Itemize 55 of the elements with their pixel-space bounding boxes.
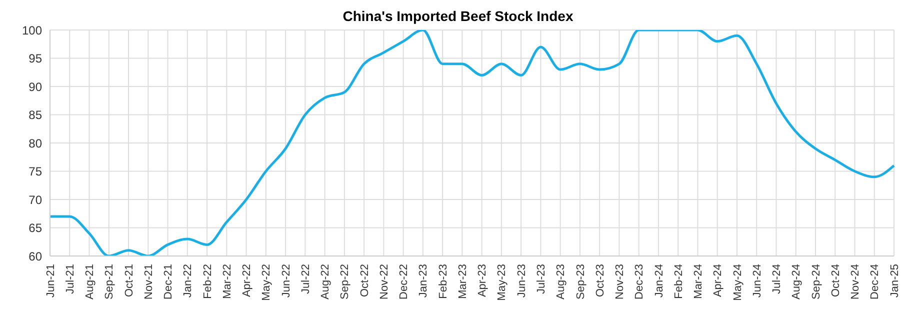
x-tick-label: Dec-24 xyxy=(869,264,882,300)
y-tick-label: 90 xyxy=(28,80,42,94)
x-tick-label: Jun-23 xyxy=(516,264,528,298)
x-tick-label: Jul-22 xyxy=(300,264,312,294)
x-tick-label: Jan-23 xyxy=(418,264,430,298)
y-tick-label: 60 xyxy=(28,249,42,264)
x-tick-label: Jan-24 xyxy=(653,264,666,298)
y-tick-label: 95 xyxy=(28,52,42,66)
x-tick-label: Sep-24 xyxy=(810,264,822,300)
x-tick-label: Jan-25 xyxy=(888,264,901,298)
x-tick-label: Feb-22 xyxy=(202,264,214,299)
y-tick-label: 75 xyxy=(28,164,42,179)
x-tick-label: Nov-21 xyxy=(142,264,155,300)
x-tick-label: Apr-23 xyxy=(476,264,489,298)
x-tick-label: Mar-22 xyxy=(221,264,234,299)
x-tick-label: Apr-22 xyxy=(241,264,254,298)
x-tick-label: Nov-22 xyxy=(378,264,390,300)
x-tick-label: Sep-21 xyxy=(104,264,116,300)
x-tick-label: Feb-24 xyxy=(672,264,685,299)
x-tick-label: Oct-22 xyxy=(358,264,371,298)
x-tick-label: Dec-23 xyxy=(634,264,646,300)
x-tick-label: Mar-24 xyxy=(692,264,705,299)
x-tick-label: Jul-24 xyxy=(771,264,784,294)
line-series xyxy=(48,30,896,256)
x-tick-label: Jun-21 xyxy=(44,264,57,298)
x-tick-label: May-23 xyxy=(496,264,508,301)
x-tick-label: Jul-21 xyxy=(64,264,76,294)
x-tick-label: Oct-23 xyxy=(594,264,606,298)
x-tick-label: Nov-24 xyxy=(850,264,862,300)
chart-title: China's Imported Beef Stock Index xyxy=(342,8,574,24)
x-tick-label: Aug-24 xyxy=(790,264,803,300)
x-tick-label: Mar-23 xyxy=(456,264,469,299)
x-tick-label: Jan-22 xyxy=(182,264,194,298)
x-tick-label: Apr-24 xyxy=(712,264,724,298)
x-tick-label: Jun-24 xyxy=(751,264,764,298)
x-tick-label: Aug-21 xyxy=(84,264,96,300)
y-tick-label: 65 xyxy=(28,221,42,236)
x-tick-label: May-22 xyxy=(260,264,273,301)
y-tick-label: 85 xyxy=(28,108,42,122)
x-tick-label: Aug-23 xyxy=(555,264,568,300)
y-tick-label: 70 xyxy=(28,192,42,207)
x-tick-label: Jun-22 xyxy=(280,264,292,298)
x-tick-label: Sep-22 xyxy=(339,264,352,300)
y-tick-label: 100 xyxy=(22,23,42,38)
x-tick-label: Dec-22 xyxy=(398,264,410,300)
x-tick-label: Oct-24 xyxy=(830,264,842,298)
x-tick-label: May-24 xyxy=(732,264,744,301)
x-tick-label: Aug-22 xyxy=(320,264,332,300)
x-tick-label: Oct-21 xyxy=(123,264,136,298)
x-tick-label: Nov-23 xyxy=(614,264,626,300)
x-tick-label: Dec-21 xyxy=(162,264,175,300)
y-tick-label: 80 xyxy=(28,136,42,150)
x-tick-label: Jul-23 xyxy=(536,264,548,294)
x-tick-label: Sep-23 xyxy=(574,264,587,300)
x-tick-label: Feb-23 xyxy=(437,264,450,299)
